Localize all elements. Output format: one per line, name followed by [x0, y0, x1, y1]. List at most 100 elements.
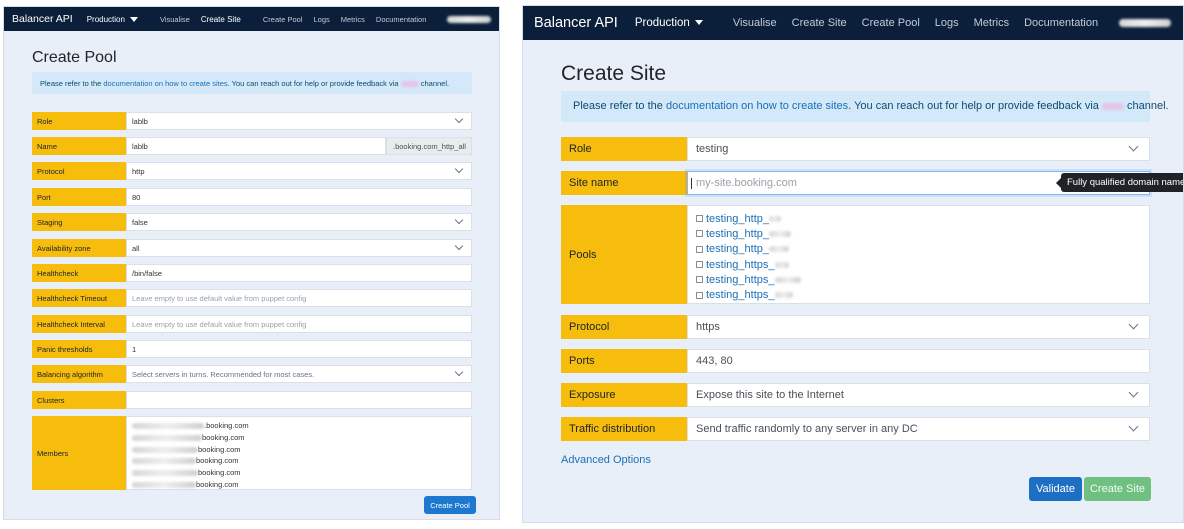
staging-row: Staging false — [32, 213, 472, 231]
az-label: Availability zone — [32, 239, 126, 257]
ports-label: Ports — [561, 349, 687, 373]
nav-create-site[interactable]: Create Site — [200, 14, 241, 24]
staging-value: false — [132, 217, 148, 227]
hc-timeout-input[interactable]: Leave empty to use default value from pu… — [126, 289, 472, 307]
nav-create-pool[interactable]: Create Pool — [262, 14, 303, 24]
protocol-label: Protocol — [32, 162, 126, 180]
redacted-text — [769, 215, 781, 222]
docs-link[interactable]: documentation on how to create sites — [665, 100, 849, 112]
nav-create-pool[interactable]: Create Pool — [861, 17, 920, 29]
checkbox[interactable] — [696, 245, 703, 253]
az-select[interactable]: all — [126, 239, 472, 257]
role-select[interactable]: lablb — [126, 112, 472, 130]
protocol-select[interactable]: http — [126, 162, 472, 180]
members-textarea[interactable]: .booking.com booking.com booking.com boo… — [126, 416, 472, 490]
site-name-placeholder: my-site.booking.com — [696, 177, 797, 189]
nav-create-site[interactable]: Create Site — [791, 17, 847, 29]
checkbox[interactable] — [696, 215, 703, 223]
nav-logs[interactable]: Logs — [934, 17, 959, 29]
port-input[interactable]: 80 — [126, 188, 472, 206]
advanced-options-link[interactable]: Advanced Options — [561, 454, 651, 466]
member-domain: booking.com — [196, 479, 239, 489]
create-site-button[interactable]: Create Site — [1084, 477, 1151, 501]
chevron-down-icon — [454, 164, 464, 174]
panic-label: Panic thresholds — [32, 340, 126, 358]
caret-down-icon — [129, 16, 138, 22]
name-input[interactable]: lablb — [126, 137, 386, 155]
panic-input[interactable]: 1 — [126, 340, 472, 358]
channel-link[interactable] — [400, 81, 419, 88]
pool-option[interactable]: testing_https_ — [696, 257, 1149, 272]
pool-option[interactable]: testing_http_ — [696, 242, 1149, 257]
navbar: Balancer API Production Visualise Create… — [523, 6, 1183, 40]
checkbox[interactable] — [696, 291, 703, 299]
env-dropdown[interactable]: Production — [635, 17, 703, 29]
protocol-value: http — [132, 166, 145, 176]
channel-link[interactable] — [1101, 102, 1124, 110]
exposure-row: Exposure Expose this site to the Interne… — [561, 383, 1150, 407]
protocol-row: Protocol https — [561, 315, 1150, 339]
hc-timeout-label: Healthcheck Timeout — [32, 289, 126, 307]
protocol-select[interactable]: https — [687, 315, 1150, 339]
hc-timeout-row: Healthcheck Timeout Leave empty to use d… — [32, 289, 472, 307]
user-menu[interactable] — [447, 16, 491, 23]
nav-metrics[interactable]: Metrics — [340, 14, 365, 24]
traffic-select[interactable]: Send traffic randomly to any server in a… — [687, 417, 1150, 441]
role-select[interactable]: testing — [687, 137, 1150, 161]
validate-button[interactable]: Validate — [1029, 477, 1082, 501]
member-domain: booking.com — [198, 444, 241, 454]
brand-link[interactable]: Balancer API — [534, 15, 618, 31]
traffic-value: Send traffic randomly to any server in a… — [696, 423, 918, 435]
nav-documentation[interactable]: Documentation — [375, 14, 427, 24]
redacted-text — [132, 482, 196, 488]
pool-option[interactable]: testing_https_ — [696, 287, 1149, 302]
healthcheck-input[interactable]: /bin/false — [126, 264, 472, 282]
user-menu[interactable] — [1119, 19, 1171, 27]
staging-label: Staging — [32, 213, 126, 231]
nav-logs[interactable]: Logs — [313, 14, 330, 24]
env-dropdown[interactable]: Production — [87, 15, 138, 24]
balancing-value: Select servers in turns. Recommended for… — [132, 369, 315, 379]
create-pool-window: Balancer API Production Visualise Create… — [3, 6, 500, 520]
member-domain: booking.com — [202, 432, 245, 442]
ports-input[interactable]: 443, 80 — [687, 349, 1150, 373]
redacted-text — [769, 246, 789, 253]
redacted-text — [132, 423, 204, 430]
brand-link[interactable]: Balancer API — [12, 13, 73, 25]
member-domain: booking.com — [196, 456, 239, 466]
nav-documentation[interactable]: Documentation — [1024, 17, 1099, 29]
hc-interval-input[interactable]: Leave empty to use default value from pu… — [126, 315, 472, 333]
name-suffix: .booking.com_http_all — [386, 137, 472, 155]
role-label: Role — [561, 137, 687, 161]
staging-select[interactable]: false — [126, 213, 472, 231]
info-text: channel. — [418, 79, 450, 88]
clusters-label: Clusters — [32, 391, 126, 409]
hc-interval-row: Healthcheck Interval Leave empty to use … — [32, 315, 472, 333]
pool-option[interactable]: testing_https_ — [696, 272, 1149, 287]
balancing-row: Balancing algorithm Select servers in tu… — [32, 365, 472, 383]
info-text: channel. — [1123, 100, 1169, 112]
protocol-value: https — [696, 321, 720, 333]
env-label: Production — [634, 17, 690, 29]
az-value: all — [132, 243, 140, 253]
pool-option[interactable]: testing_http_ — [696, 226, 1149, 241]
site-name-input[interactable]: my-site.booking.com — [687, 171, 1150, 195]
checkbox[interactable] — [696, 230, 703, 238]
docs-link[interactable]: documentation on how to create sites — [103, 79, 228, 88]
balancing-select[interactable]: Select servers in turns. Recommended for… — [126, 365, 472, 383]
hc-timeout-placeholder: Leave empty to use default value from pu… — [132, 293, 307, 303]
exposure-select[interactable]: Expose this site to the Internet — [687, 383, 1150, 407]
checkbox[interactable] — [696, 276, 703, 284]
role-value: lablb — [132, 116, 148, 126]
chevron-down-icon — [1128, 141, 1139, 152]
nav-visualise[interactable]: Visualise — [732, 17, 777, 29]
checkbox[interactable] — [696, 261, 703, 269]
exposure-label: Exposure — [561, 383, 687, 407]
nav-visualise[interactable]: Visualise — [159, 14, 190, 24]
env-label: Production — [86, 14, 125, 24]
pool-option[interactable]: testing_http_ — [696, 211, 1149, 226]
member-line: booking.com — [132, 455, 471, 467]
nav-metrics[interactable]: Metrics — [973, 17, 1010, 29]
create-pool-button[interactable]: Create Pool — [424, 496, 476, 514]
clusters-input[interactable] — [126, 391, 472, 409]
